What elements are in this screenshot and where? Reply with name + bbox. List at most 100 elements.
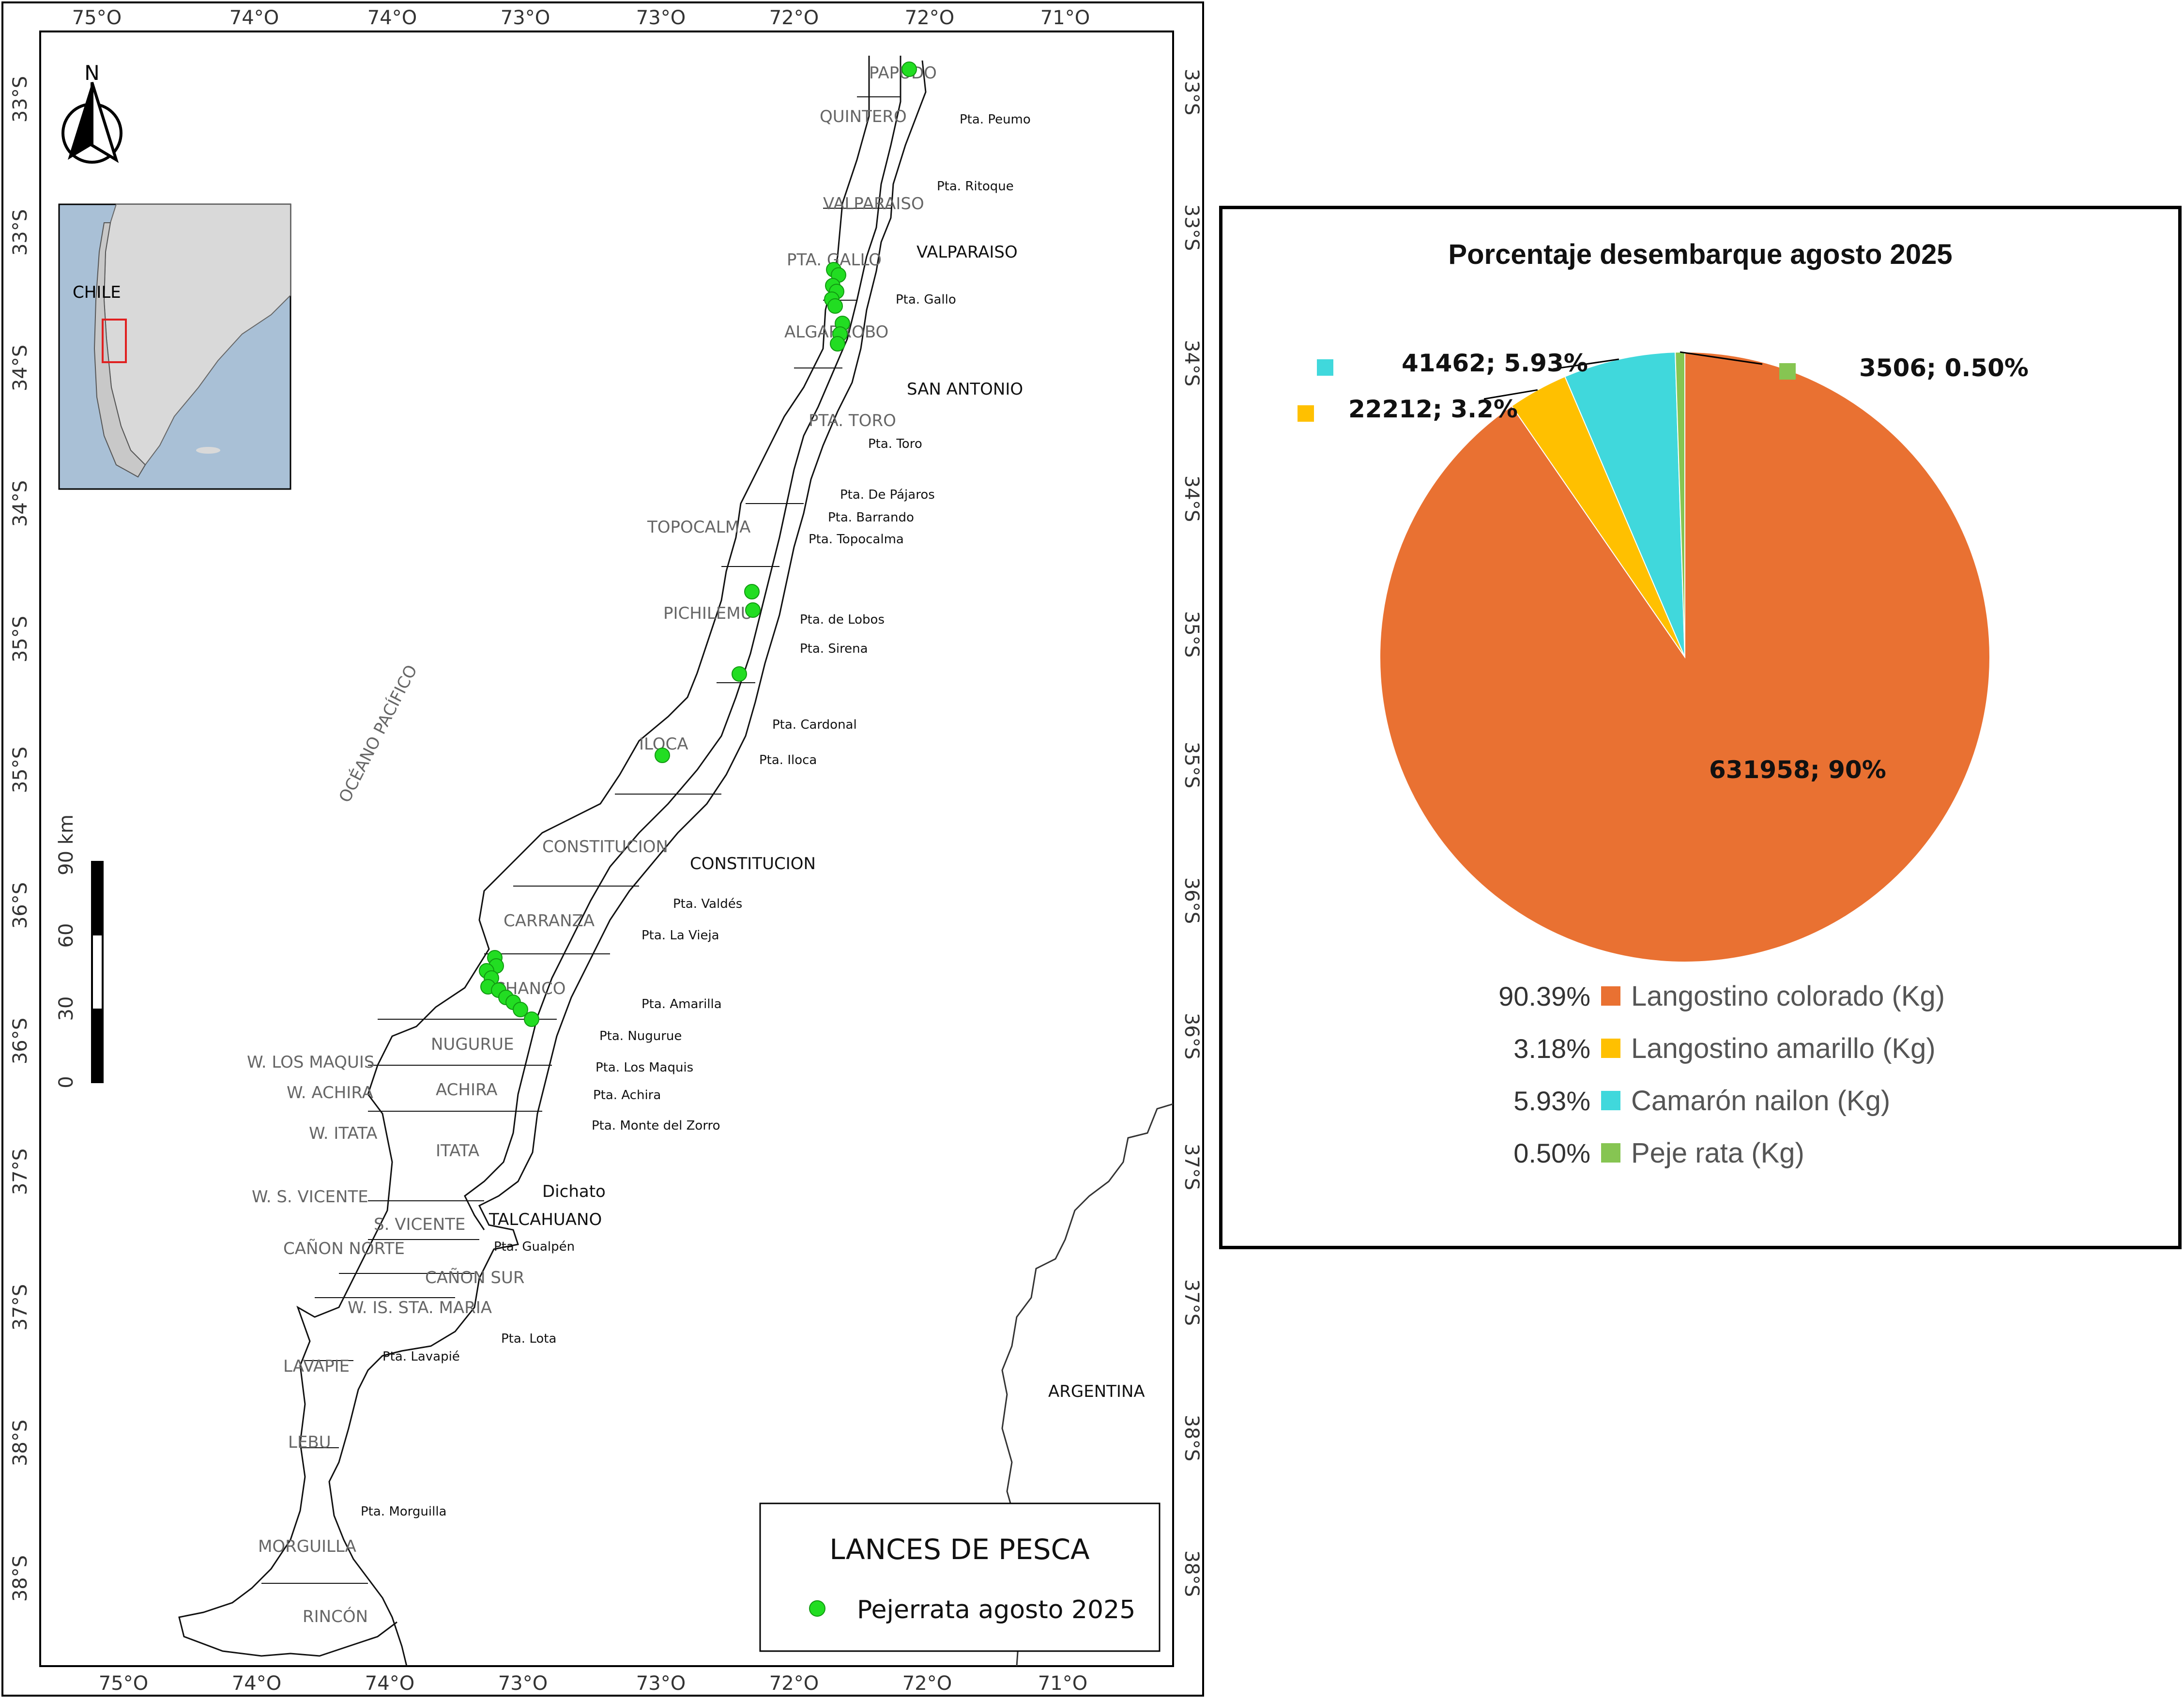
- lat-labels-left: 33°S 33°S 34°S 34°S 35°S 35°S 36°S 36°S …: [9, 76, 31, 1602]
- lat-label: 38°S: [9, 1420, 31, 1466]
- pie-legend-swatch: [1601, 1039, 1620, 1058]
- punta-label: Pta. Ritoque: [937, 179, 1014, 194]
- punta-label: Pta. Cardonal: [772, 718, 857, 732]
- chart-panel: Porcentaje desembarque agosto 2025 63195…: [1219, 206, 2182, 1249]
- punta-label: Pta. Gallo: [896, 292, 956, 307]
- lon-label: 71°O: [1040, 7, 1090, 29]
- punta-label: Pta. Gualpén: [494, 1240, 575, 1254]
- punta-label: Pta. Peumo: [960, 112, 1031, 127]
- pie-legend-label: Camarón nailon (Kg): [1631, 1085, 1891, 1117]
- map-legend-swatch: [809, 1600, 825, 1617]
- pie-data-label: 631958; 90%: [1709, 756, 1886, 784]
- zone-label: CONSTITUCION: [542, 837, 668, 857]
- lon-label: 73°O: [636, 7, 686, 29]
- lon-label: 75°O: [99, 1672, 148, 1695]
- punta-label: Pta. Toro: [868, 437, 922, 451]
- lat-label: 37°S: [9, 1284, 31, 1331]
- inset-country-label: CHILE: [73, 283, 121, 302]
- lat-label: 38°S: [9, 1555, 31, 1602]
- zone-label: ITATA: [436, 1141, 479, 1161]
- punta-label: Pta. De Pájaros: [840, 488, 935, 502]
- haul-point: [901, 61, 917, 77]
- lon-label: 74°O: [367, 7, 417, 29]
- city-label: VALPARAISO: [916, 243, 1018, 262]
- scale-tick: 30: [55, 996, 77, 1021]
- zone-label: W. ACHIRA: [287, 1083, 373, 1103]
- pie-legend-percent: 5.93%: [1513, 1085, 1590, 1116]
- punta-label: Pta. Achira: [593, 1088, 661, 1103]
- map-legend-item: Pejerrata agosto 2025: [857, 1595, 1135, 1624]
- punta-label: Pta. Topocalma: [809, 532, 904, 547]
- pie-legend-percent: 0.50%: [1513, 1137, 1590, 1168]
- north-arrow: N: [61, 61, 122, 164]
- lon-labels-top: 75°O 74°O 74°O 73°O 73°O 72°O 72°O 71°O: [72, 7, 1090, 29]
- lon-label: 73°O: [501, 7, 550, 29]
- lon-label: 71°O: [1038, 1672, 1087, 1695]
- pie-chart: 631958; 90% 22212; 3.2% 41462; 5.93% 3506; …: [1298, 349, 2029, 963]
- zone-label: CARRANZA: [504, 911, 595, 931]
- lon-label: 74°O: [232, 1672, 281, 1695]
- zone-label: QUINTERO: [820, 107, 907, 126]
- lat-label: 34°S: [1180, 475, 1203, 522]
- pie-legend-label: Langostino colorado (Kg): [1631, 980, 1945, 1012]
- lat-label: 33°S: [9, 209, 31, 256]
- pie-legend-label: Peje rata (Kg): [1631, 1137, 1804, 1169]
- lat-label: 35°S: [9, 616, 31, 662]
- lat-label: 36°S: [9, 882, 31, 929]
- haul-point: [827, 298, 843, 314]
- lat-label: 37°S: [9, 1149, 31, 1195]
- lat-labels-right: 33°S 33°S 34°S 34°S 35°S 35°S 36°S 36°S …: [1180, 69, 1203, 1597]
- haul-point: [744, 584, 760, 599]
- punta-label: Pta. Iloca: [759, 753, 817, 767]
- zone-label: LAVAPIE: [283, 1357, 350, 1376]
- lat-label: 33°S: [9, 76, 31, 123]
- pie-legend-label: Langostino amarillo (Kg): [1631, 1032, 1936, 1064]
- lon-label: 72°O: [905, 7, 954, 29]
- zone-label: LEBU: [288, 1433, 331, 1452]
- haul-point: [655, 748, 670, 763]
- zone-label: CAÑON NORTE: [283, 1239, 405, 1258]
- zone-label: W. ITATA: [309, 1124, 378, 1143]
- punta-label: Pta. Barrando: [828, 510, 914, 525]
- lon-label: 74°O: [229, 7, 279, 29]
- pie-data-label: 22212; 3.2%: [1348, 395, 1518, 423]
- zone-dividers: [261, 96, 901, 1584]
- zone-label: ACHIRA: [436, 1080, 498, 1100]
- haul-point: [524, 1011, 539, 1027]
- haul-point: [513, 1002, 528, 1017]
- zone-label: NUGURUE: [431, 1035, 514, 1054]
- coastline: [328, 60, 927, 1667]
- scale-bar: 0 30 60 90 km: [55, 814, 104, 1088]
- chart-title: Porcentaje desembarque agosto 2025: [1448, 239, 1953, 270]
- map-legend-title: LANCES DE PESCA: [829, 1533, 1090, 1566]
- pie-legend-swatch: [1601, 1143, 1620, 1163]
- lon-label: 72°O: [902, 1672, 952, 1695]
- lat-label: 38°S: [1180, 1550, 1203, 1597]
- pie-legend-item: 90.39% Langostino colorado (Kg): [1465, 979, 1945, 1013]
- punta-label: Pta. Nugurue: [599, 1029, 682, 1043]
- punta-label: Pta. La Vieja: [641, 928, 719, 943]
- shelf-outer-boundary: [178, 56, 870, 1657]
- city-label: SAN ANTONIO: [907, 380, 1023, 399]
- punta-labels: Pta. Peumo Pta. Ritoque Pta. Gallo Pta. …: [361, 112, 1031, 1519]
- zone-label: W. IS. STA. MARIA: [348, 1298, 492, 1317]
- scale-tick: 0: [55, 1076, 77, 1088]
- lat-label: 35°S: [1180, 611, 1203, 658]
- lat-label: 36°S: [9, 1018, 31, 1064]
- lat-label: 36°S: [1180, 1013, 1203, 1059]
- city-label: CONSTITUCION: [690, 854, 816, 873]
- lat-label: 37°S: [1180, 1279, 1203, 1326]
- pie-label-swatch: [1317, 359, 1333, 376]
- haul-points: [479, 61, 917, 1027]
- pie-data-label: 3506; 0.50%: [1859, 354, 2029, 382]
- pie-legend-percent: 90.39%: [1498, 980, 1590, 1011]
- pie-data-label: 41462; 5.93%: [1402, 349, 1588, 377]
- lon-labels-bottom: 75°O 74°O 74°O 73°O 73°O 72°O 72°O 71°O: [99, 1672, 1087, 1695]
- zone-label: RINCÓN: [303, 1607, 368, 1626]
- zone-label: W. S. VICENTE: [252, 1187, 368, 1207]
- pie-legend-swatch: [1601, 986, 1620, 1006]
- lat-label: 37°S: [1180, 1144, 1203, 1190]
- scale-tick: 90 km: [55, 814, 77, 875]
- haul-point: [830, 336, 845, 352]
- shelf-inner-boundary: [464, 56, 901, 1230]
